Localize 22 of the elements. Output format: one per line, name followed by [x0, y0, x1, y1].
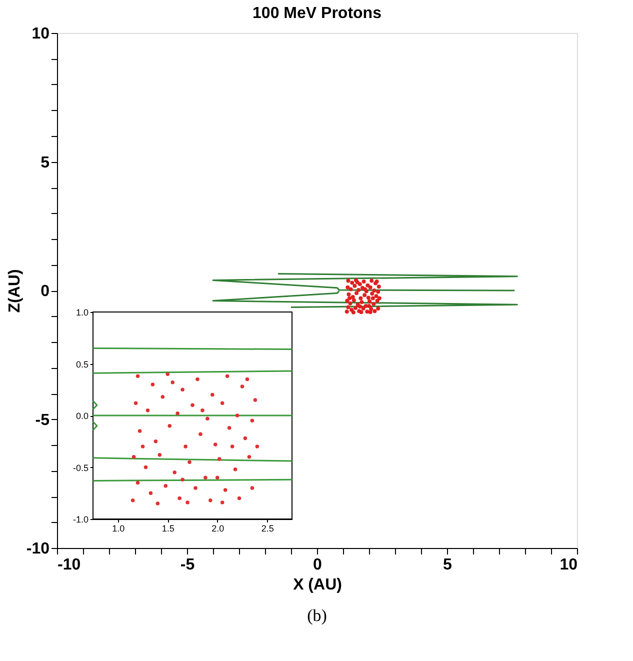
- y-axis-title: Z(AU): [6, 269, 24, 313]
- x-tick-label: 2.0: [212, 524, 224, 534]
- y-tick-label: 5: [40, 154, 50, 172]
- y-tick-label: -5: [35, 412, 50, 429]
- x-tick-label: -5: [180, 556, 195, 574]
- x-tick-label: 5: [443, 556, 452, 574]
- y-tick-label: 10: [32, 26, 50, 42]
- y-tick-label: -0.5: [72, 462, 88, 473]
- y-tick-label: 1.0: [76, 308, 88, 318]
- y-tick-label: 0.5: [76, 359, 88, 370]
- text: (b): [307, 606, 327, 625]
- y-tick-label: -1.0: [72, 514, 88, 524]
- x-tick-label: 10: [560, 556, 578, 574]
- x-tick-label: 1.0: [112, 524, 125, 534]
- x-tick-label: 2.5: [261, 524, 274, 534]
- x-tick-label: 0: [313, 556, 322, 574]
- chart-title: 100 MeV Protons: [252, 5, 382, 22]
- x-axis-title: X (AU): [293, 576, 342, 594]
- y-tick-label: -10: [26, 540, 50, 558]
- y-tick-label: 0.0: [76, 411, 88, 421]
- x-tick-label: 1.5: [162, 524, 174, 534]
- y-tick-label: 0: [40, 283, 50, 300]
